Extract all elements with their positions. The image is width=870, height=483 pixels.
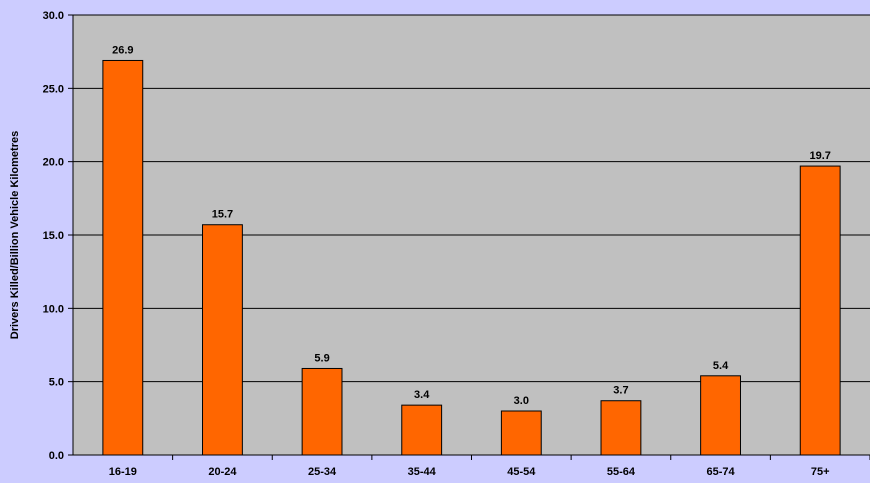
y-tick-label: 10.0 (43, 303, 64, 315)
x-tick-label: 25-34 (308, 466, 337, 478)
data-label: 5.9 (314, 352, 329, 364)
data-label: 5.4 (713, 360, 729, 372)
bar (799, 165, 841, 456)
bar (102, 59, 144, 456)
bars: 26.9 15.7 5.9 3.4 3.0 3.7 5.4 19.7 (102, 44, 841, 456)
data-label: 26.9 (112, 44, 133, 56)
x-tick-label: 16-19 (109, 466, 137, 478)
bar (401, 404, 443, 456)
x-tick-label: 65-74 (706, 466, 735, 478)
data-label: 3.7 (613, 385, 628, 397)
y-tick-label: 20.0 (43, 157, 64, 169)
data-label: 3.0 (514, 395, 529, 407)
bar (202, 224, 243, 456)
data-label: 15.7 (212, 209, 233, 221)
x-tick-label: 75+ (811, 466, 830, 478)
data-label: 19.7 (809, 150, 830, 162)
x-tick-label: 35-44 (408, 466, 437, 478)
x-tick-label: 45-54 (507, 466, 536, 478)
x-axis-ticks: 16-19 20-24 25-34 35-44 45-54 55-64 65-74 75+ (109, 455, 870, 478)
x-tick-label: 55-64 (607, 466, 636, 478)
bar (301, 367, 343, 456)
y-tick-label: 25.0 (43, 83, 64, 95)
y-tick-label: 15.0 (43, 230, 64, 242)
y-tick-label: 0.0 (49, 450, 64, 462)
bar (700, 375, 741, 456)
y-tick-label: 5.0 (49, 377, 64, 389)
bar (600, 400, 642, 456)
x-tick-label: 20-24 (208, 466, 237, 478)
data-label: 3.4 (414, 389, 430, 401)
y-tick-label: 30.0 (43, 10, 64, 22)
bar (500, 410, 542, 456)
y-axis-title: Drivers Killed/Billion Vehicle Kilometre… (9, 131, 21, 339)
